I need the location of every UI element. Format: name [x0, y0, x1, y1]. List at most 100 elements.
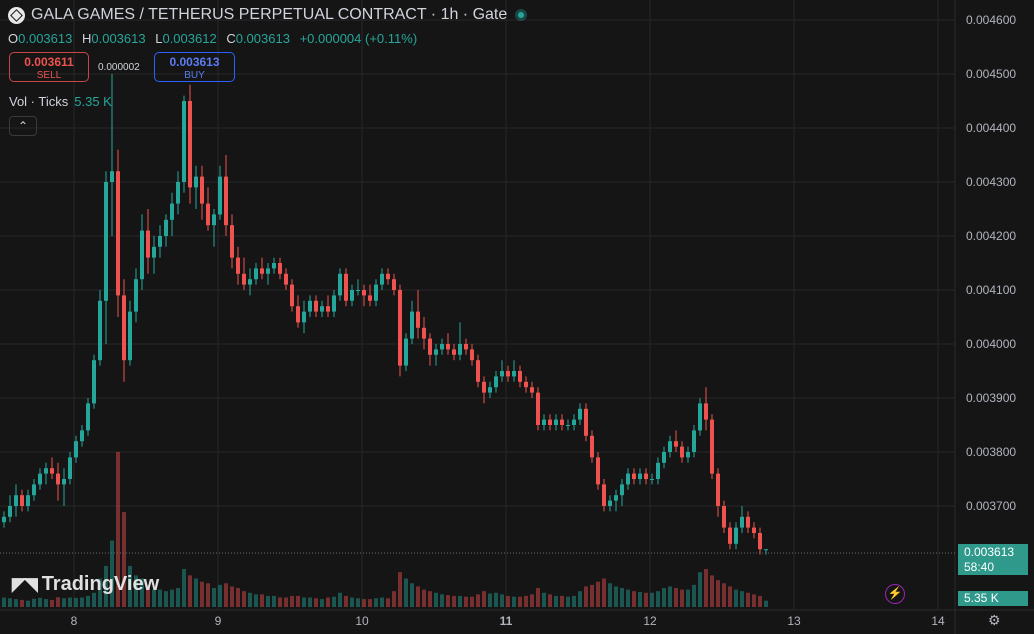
volume-bar	[674, 588, 678, 607]
lightning-icon[interactable]: ⚡	[885, 584, 905, 604]
candle-body	[200, 176, 204, 204]
live-status-icon	[515, 9, 528, 21]
candle-body	[260, 268, 264, 274]
candle-body	[152, 246, 156, 258]
buy-button[interactable]: 0.003613 BUY	[154, 52, 235, 82]
volume-bar	[212, 588, 216, 607]
candle-body	[182, 101, 186, 182]
candle-body	[554, 419, 558, 425]
collapse-legend-button[interactable]: ⌃	[9, 116, 37, 136]
open-label: O	[8, 31, 19, 46]
volume-bar	[248, 592, 252, 607]
volume-bar	[686, 589, 690, 607]
gala-logo-icon	[8, 6, 25, 24]
volume-bar	[608, 583, 612, 607]
sell-button[interactable]: 0.003611 SELL	[9, 52, 89, 82]
volume-bar	[26, 600, 30, 607]
candle-body	[380, 273, 384, 285]
candle-body	[536, 392, 540, 425]
candle-body	[428, 338, 432, 355]
candle-body	[212, 214, 216, 226]
volume-bar	[308, 597, 312, 607]
time-axis-label: 13	[787, 614, 801, 628]
volume-bar	[434, 592, 438, 607]
candle-body	[584, 408, 588, 436]
volume-bar	[14, 599, 18, 607]
volume-bar	[668, 586, 672, 607]
candle-body	[608, 500, 612, 506]
volume-bar	[152, 589, 156, 607]
candle-body	[302, 311, 306, 323]
volume-bar	[314, 598, 318, 607]
candle-body	[614, 495, 618, 501]
volume-bar	[44, 599, 48, 607]
candle-body	[692, 430, 696, 452]
candle-body	[488, 387, 492, 393]
volume-bar	[728, 586, 732, 607]
price-axis-label: 0.003700	[966, 499, 1016, 513]
volume-legend[interactable]: Vol · Ticks 5.35 K	[9, 94, 112, 109]
volume-bar	[170, 589, 174, 607]
time-axis-label: 9	[215, 614, 222, 628]
volume-bar	[602, 578, 606, 607]
low-label: L	[155, 31, 163, 46]
candle-body	[194, 176, 198, 188]
volume-bar	[284, 597, 288, 607]
volume-bar	[374, 598, 378, 607]
candle-body	[602, 484, 606, 506]
volume-bar	[68, 597, 72, 607]
candle-body	[470, 349, 474, 361]
volume-bar	[638, 591, 642, 607]
candle-body	[578, 408, 582, 420]
candle-body	[344, 273, 348, 301]
volume-bar	[524, 595, 528, 607]
volume-bar	[128, 565, 132, 607]
change-value: +0.000004 (+0.11%)	[299, 31, 418, 46]
volume-bar	[356, 598, 360, 607]
candle-body	[626, 473, 630, 485]
candle-body	[668, 441, 672, 452]
candle-body	[566, 425, 570, 426]
price-axis-label: 0.004300	[966, 175, 1016, 189]
candle-body	[362, 290, 366, 296]
candle-body	[704, 403, 708, 420]
volume-tag: 5.35 K	[958, 591, 1028, 606]
candle-body	[494, 376, 498, 388]
candle-body	[638, 473, 642, 479]
volume-bar	[452, 595, 456, 607]
volume-bar	[74, 597, 78, 607]
volume-bar	[2, 597, 6, 607]
volume-bar	[350, 597, 354, 607]
tradingview-logo-icon: ◤◥	[12, 574, 38, 594]
gear-icon[interactable]: ⚙	[988, 612, 1001, 628]
volume-bar	[632, 591, 636, 607]
spread-value: 0.000002	[98, 62, 140, 73]
volume-bar	[200, 581, 204, 607]
volume-bar	[722, 583, 726, 607]
candle-body	[8, 506, 12, 517]
candle-body	[572, 419, 576, 425]
volume-bar	[518, 596, 522, 607]
volume-bar	[464, 596, 468, 607]
volume-bar	[302, 597, 306, 607]
candle-body	[164, 219, 168, 236]
close-value: 0.003613	[235, 31, 290, 46]
candle-body	[290, 284, 294, 307]
volume-bar	[224, 583, 228, 607]
volume-bar	[572, 595, 576, 607]
volume-bar	[50, 599, 54, 607]
candle-body	[764, 549, 768, 551]
candle-body	[386, 273, 390, 280]
buy-label: BUY	[184, 70, 205, 81]
candle-body	[512, 371, 516, 377]
tradingview-brand[interactable]: ◤◥ TradingView	[12, 573, 159, 596]
volume-bar	[482, 591, 486, 607]
symbol-title[interactable]: GALA GAMES / TETHERUS PERPETUAL CONTRACT…	[31, 6, 508, 23]
volume-bar	[536, 588, 540, 607]
volume-bar	[380, 597, 384, 607]
bar-countdown: 58:40	[964, 560, 995, 574]
candle-body	[518, 371, 522, 382]
volume-bar	[614, 586, 618, 607]
volume-bar	[710, 575, 714, 607]
